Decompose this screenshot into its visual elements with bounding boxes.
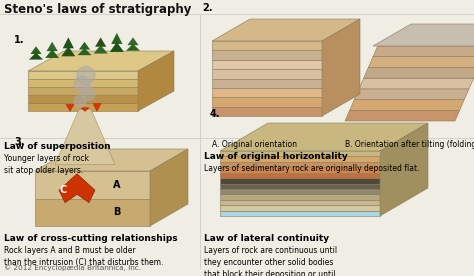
Polygon shape <box>128 38 138 45</box>
Polygon shape <box>29 52 43 60</box>
Polygon shape <box>220 167 380 173</box>
Polygon shape <box>364 67 474 78</box>
Polygon shape <box>212 41 322 51</box>
Polygon shape <box>355 89 469 100</box>
Polygon shape <box>35 149 188 171</box>
Polygon shape <box>81 108 89 112</box>
Polygon shape <box>373 24 474 46</box>
Text: A: A <box>113 180 121 190</box>
Text: Layers of rock are continuous until
they encounter other solid bodies
that block: Layers of rock are continuous until they… <box>204 246 348 276</box>
Polygon shape <box>66 104 74 112</box>
Polygon shape <box>220 189 380 194</box>
Text: Rock layers A and B must be older
than the intrusion (C) that disturbs them.: Rock layers A and B must be older than t… <box>4 246 164 267</box>
Polygon shape <box>212 19 360 41</box>
Polygon shape <box>28 71 138 79</box>
Polygon shape <box>212 97 322 107</box>
Polygon shape <box>28 87 138 95</box>
Polygon shape <box>212 69 322 78</box>
Polygon shape <box>63 37 74 48</box>
Polygon shape <box>150 149 188 226</box>
Polygon shape <box>220 211 380 216</box>
Text: 1.: 1. <box>14 35 25 45</box>
Polygon shape <box>220 173 380 178</box>
Polygon shape <box>111 33 122 44</box>
Polygon shape <box>220 194 380 200</box>
Polygon shape <box>359 78 474 89</box>
Polygon shape <box>220 178 380 184</box>
Text: C: C <box>59 185 67 195</box>
Polygon shape <box>380 123 428 216</box>
Polygon shape <box>59 174 95 203</box>
Text: B. Orientation after tilting (folding): B. Orientation after tilting (folding) <box>345 140 474 149</box>
Polygon shape <box>220 162 380 167</box>
Polygon shape <box>350 100 465 110</box>
Polygon shape <box>45 49 59 58</box>
Polygon shape <box>220 184 380 189</box>
Polygon shape <box>79 42 90 50</box>
Text: Law of superposition: Law of superposition <box>4 142 110 151</box>
Circle shape <box>74 95 86 107</box>
Polygon shape <box>220 156 380 162</box>
Polygon shape <box>220 205 380 211</box>
Text: Steno's laws of stratigraphy: Steno's laws of stratigraphy <box>4 3 191 16</box>
Polygon shape <box>212 60 322 69</box>
Polygon shape <box>373 46 474 57</box>
Polygon shape <box>55 109 115 164</box>
Text: 3.: 3. <box>14 137 25 147</box>
Text: Law of original horizontality: Law of original horizontality <box>204 152 348 161</box>
Polygon shape <box>220 123 428 151</box>
Circle shape <box>74 76 90 92</box>
Polygon shape <box>30 46 42 54</box>
Polygon shape <box>368 57 474 67</box>
Polygon shape <box>28 103 138 111</box>
Polygon shape <box>35 198 150 226</box>
Polygon shape <box>46 42 58 51</box>
Text: Younger layers of rock
sit atop older layers.: Younger layers of rock sit atop older la… <box>4 154 89 175</box>
Circle shape <box>81 86 95 100</box>
Text: Law of lateral continuity: Law of lateral continuity <box>204 234 329 243</box>
Text: Layers of sedimentary rock are originally deposited flat.: Layers of sedimentary rock are originall… <box>204 164 419 173</box>
Polygon shape <box>212 51 322 60</box>
Polygon shape <box>345 110 460 121</box>
Circle shape <box>77 67 95 84</box>
Text: A. Original orientation: A. Original orientation <box>212 140 297 149</box>
Text: © 2012 Encyclopædia Britannica, Inc.: © 2012 Encyclopædia Britannica, Inc. <box>4 264 141 271</box>
Text: Law of cross-cutting relationships: Law of cross-cutting relationships <box>4 234 178 243</box>
Text: 4.: 4. <box>210 109 220 119</box>
Polygon shape <box>94 45 108 54</box>
Polygon shape <box>212 88 322 97</box>
Polygon shape <box>220 200 380 205</box>
Polygon shape <box>220 151 380 156</box>
Polygon shape <box>35 171 150 198</box>
Polygon shape <box>93 104 101 112</box>
Polygon shape <box>212 107 322 116</box>
Polygon shape <box>110 42 124 52</box>
Polygon shape <box>126 44 140 51</box>
Polygon shape <box>61 46 75 56</box>
Polygon shape <box>322 19 360 116</box>
Polygon shape <box>95 37 106 47</box>
Text: B: B <box>113 207 121 217</box>
Text: 2.: 2. <box>202 3 212 13</box>
Polygon shape <box>28 95 138 103</box>
Polygon shape <box>212 78 322 88</box>
Polygon shape <box>78 48 91 55</box>
Polygon shape <box>28 79 138 87</box>
Polygon shape <box>28 51 174 71</box>
Polygon shape <box>138 51 174 111</box>
